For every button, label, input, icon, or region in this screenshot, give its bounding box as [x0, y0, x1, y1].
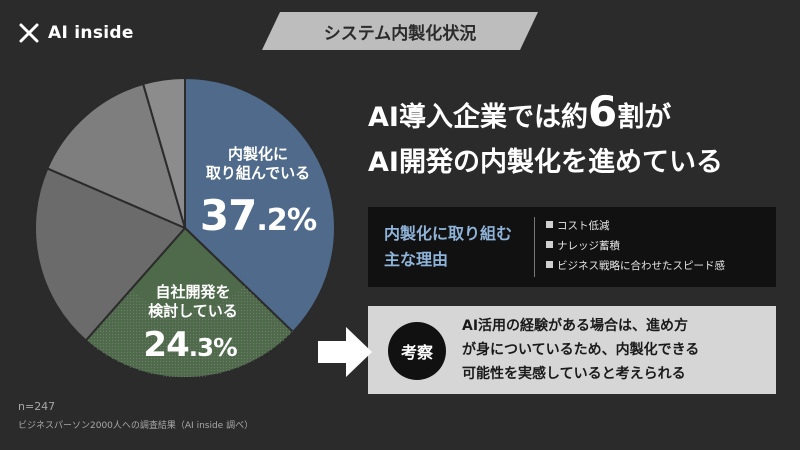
reasons-title: 内製化に取り組む 主な理由 [384, 221, 524, 273]
square-bullet-icon [546, 261, 553, 268]
source-note: ビジネスパーソン2000人への調査結果（AI inside 調べ） [18, 421, 254, 431]
slice-value-in-house-int: 37 [199, 191, 257, 240]
reason-item: ナレッジ蓄積 [546, 236, 725, 256]
reason-item-text: ナレッジ蓄積 [557, 240, 620, 252]
reasons-divider [534, 217, 535, 277]
slice-value-in-house-unit: % [286, 203, 317, 238]
slice-value-considering-int: 24 [143, 325, 189, 365]
ai-inside-logo-icon [19, 23, 39, 43]
title-banner-shape [262, 12, 538, 50]
headline-line1-suffix: 割が [617, 102, 672, 133]
reasons-title-line2: 主な理由 [384, 250, 449, 269]
brand-name: AI inside [48, 23, 134, 43]
insight-line2: が身についているため、内製化できる [462, 342, 700, 358]
insight-line1: AI活用の経験がある場合は、進め方 [462, 318, 689, 334]
slice-value-considering-dec: .3 [188, 333, 214, 362]
reason-item-text: ビジネス戦略に合わせたスピード感 [557, 260, 725, 272]
reason-item: コスト低減 [546, 216, 725, 236]
headline-big-number: 6 [587, 87, 618, 136]
insight-badge: 考察 [388, 322, 446, 380]
reasons-panel: 内製化に取り組む 主な理由 コスト低減 ナレッジ蓄積 ビジネス戦略に合わせたスピ… [368, 207, 776, 287]
insight-line3: 可能性を実感していると考えられる [462, 366, 686, 382]
headline-line2: AI開発の内製化を進めている [368, 147, 723, 178]
slice-label-considering-line2: 検討している [148, 301, 238, 320]
insight-text: AI活用の経験がある場合は、進め方 が身についているため、内製化できる 可能性を… [462, 314, 772, 386]
pie-slice-other-1 [34, 167, 187, 342]
slice-label-in-house: 内製化に 取り組んでいる [188, 145, 328, 183]
pie-slice-other-2 [46, 82, 187, 230]
square-bullet-icon [546, 221, 553, 228]
page-title: システム内製化状況 [323, 23, 477, 44]
headline-line1-prefix: AI導入企業では約 [368, 102, 588, 133]
slice-label-in-house-line2: 取り組んでいる [205, 163, 311, 182]
reasons-title-line1: 内製化に取り組む [384, 224, 513, 243]
reasons-list: コスト低減 ナレッジ蓄積 ビジネス戦略に合わせたスピード感 [546, 216, 725, 276]
brand-logo: AI inside [18, 22, 134, 44]
title-banner: システム内製化状況 [262, 12, 538, 50]
reason-item: ビジネス戦略に合わせたスピード感 [546, 256, 725, 276]
reason-item-text: コスト低減 [557, 220, 610, 232]
headline-line1: AI導入企業では約6割が [368, 91, 788, 138]
slice-value-in-house: 37.2% [178, 190, 338, 243]
slice-label-considering-line1: 自社開発を [155, 283, 231, 301]
sample-size: n=247 [18, 400, 56, 413]
slice-value-considering-unit: % [213, 333, 238, 362]
slice-label-in-house-line1: 内製化に [227, 145, 288, 163]
arrow-right-icon [318, 327, 372, 377]
square-bullet-icon [546, 241, 553, 248]
pie-slice-in-house [184, 76, 336, 334]
slice-value-considering: 24.3% [120, 324, 260, 367]
slice-label-considering: 自社開発を 検討している [138, 283, 248, 321]
slice-value-in-house-dec: .2 [256, 203, 288, 238]
pie-slice-other-3 [141, 76, 186, 229]
pie-slice-considering-texture [85, 285, 294, 379]
